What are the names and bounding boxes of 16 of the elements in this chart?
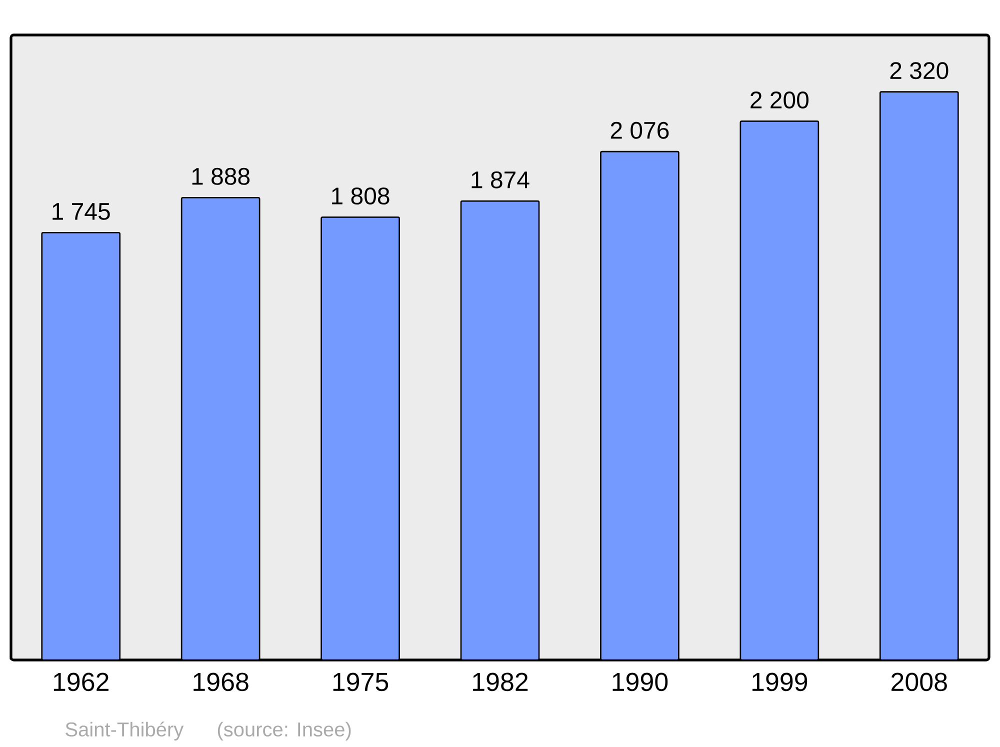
- x-tick-label: 1999: [752, 672, 808, 692]
- x-tick-label: 1982: [473, 672, 528, 692]
- data-label: 2 320: [890, 62, 948, 80]
- text: (source: Insee): [218, 722, 351, 740]
- data-label: 1 808: [332, 187, 390, 204]
- data-label: 2 200: [750, 91, 809, 108]
- x-tick-label: 1962: [54, 672, 108, 692]
- text: Saint-Thibéry: [66, 722, 184, 740]
- x-tick-label: 2008: [892, 672, 947, 692]
- x-tick-label: 1975: [333, 672, 388, 692]
- data-label: 1 888: [192, 168, 250, 185]
- x-tick-label: 1968: [194, 672, 248, 692]
- x-tick-label: 1990: [612, 672, 668, 692]
- data-label: 1 745: [52, 203, 110, 220]
- data-label: 2 076: [610, 122, 669, 139]
- data-label: 1 874: [472, 171, 530, 188]
